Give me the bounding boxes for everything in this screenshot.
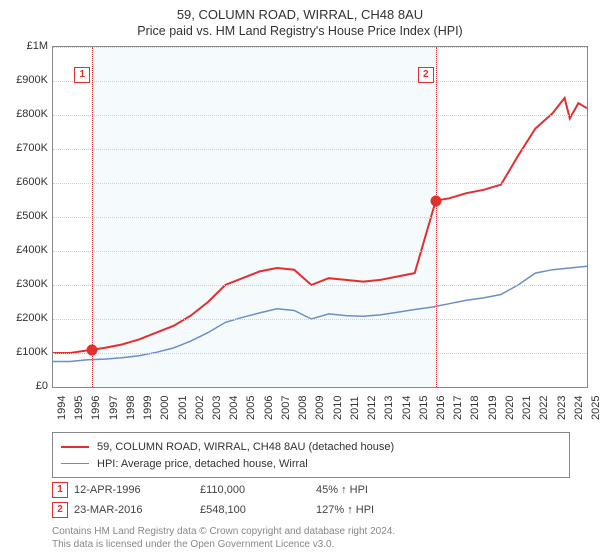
- event-badge: 1: [52, 482, 68, 498]
- x-axis-label: 2021: [521, 396, 533, 420]
- legend-swatch-property: [61, 446, 89, 448]
- x-axis-label: 2003: [211, 396, 223, 420]
- event-row: 1 12-APR-1996 £110,000 45% ↑ HPI: [52, 480, 552, 500]
- x-axis-label: 1998: [125, 396, 137, 420]
- grid-line: [53, 115, 587, 116]
- grid-line: [53, 319, 587, 320]
- event-delta: 45% ↑ HPI: [316, 484, 368, 496]
- x-axis-label: 2010: [332, 396, 344, 420]
- grid-line: [53, 251, 587, 252]
- attribution-line: Contains HM Land Registry data © Crown c…: [52, 526, 552, 539]
- x-axis-label: 2000: [159, 396, 171, 420]
- legend: 59, COLUMN ROAD, WIRRAL, CH48 8AU (detac…: [52, 432, 570, 478]
- grid-line: [53, 47, 587, 48]
- grid-line: [53, 183, 587, 184]
- event-price: £548,100: [200, 504, 310, 516]
- legend-item-hpi: HPI: Average price, detached house, Wirr…: [61, 455, 561, 472]
- event-price: £110,000: [200, 484, 310, 496]
- x-axis-label: 2018: [469, 396, 481, 420]
- event-date: 23-MAR-2016: [74, 504, 194, 516]
- attribution: Contains HM Land Registry data © Crown c…: [52, 526, 552, 551]
- grid-line: [53, 81, 587, 82]
- x-axis-label: 1995: [73, 396, 85, 420]
- sale-vline: [436, 47, 437, 387]
- y-axis-label: £100K: [8, 346, 48, 358]
- x-axis-label: 2006: [263, 396, 275, 420]
- x-axis-label: 2008: [297, 396, 309, 420]
- page-title: 59, COLUMN ROAD, WIRRAL, CH48 8AU: [0, 0, 600, 24]
- chart-container: 59, COLUMN ROAD, WIRRAL, CH48 8AU Price …: [0, 0, 600, 560]
- page-subtitle: Price paid vs. HM Land Registry's House …: [0, 24, 600, 38]
- x-axis-label: 2025: [590, 396, 600, 420]
- sale-callout: 1: [74, 67, 90, 83]
- x-axis-label: 2023: [556, 396, 568, 420]
- x-axis-label: 1997: [108, 396, 120, 420]
- grid-line: [53, 149, 587, 150]
- sale-vline: [92, 47, 93, 387]
- y-axis-label: £1M: [8, 40, 48, 52]
- x-axis-label: 2020: [504, 396, 516, 420]
- series-line-property: [53, 98, 587, 353]
- x-axis-label: 2024: [573, 396, 585, 420]
- grid-line: [53, 353, 587, 354]
- attribution-line: This data is licensed under the Open Gov…: [52, 539, 552, 552]
- grid-line: [53, 285, 587, 286]
- x-axis-label: 2004: [228, 396, 240, 420]
- x-axis-label: 2019: [487, 396, 499, 420]
- y-axis-label: £600K: [8, 176, 48, 188]
- x-axis-label: 2015: [418, 396, 430, 420]
- x-axis-label: 2013: [383, 396, 395, 420]
- grid-line: [53, 217, 587, 218]
- event-badge: 2: [52, 502, 68, 518]
- x-axis-label: 2005: [245, 396, 257, 420]
- legend-swatch-hpi: [61, 463, 89, 464]
- plot-area: 12: [52, 46, 588, 388]
- event-row: 2 23-MAR-2016 £548,100 127% ↑ HPI: [52, 500, 552, 520]
- x-axis-label: 1999: [142, 396, 154, 420]
- y-axis-label: £400K: [8, 244, 48, 256]
- x-axis-label: 2017: [452, 396, 464, 420]
- x-axis-label: 2016: [435, 396, 447, 420]
- event-delta: 127% ↑ HPI: [316, 504, 374, 516]
- legend-label-property: 59, COLUMN ROAD, WIRRAL, CH48 8AU (detac…: [97, 441, 394, 453]
- x-axis-label: 2011: [349, 396, 361, 420]
- x-axis-label: 2001: [177, 396, 189, 420]
- y-axis-label: £300K: [8, 278, 48, 290]
- y-axis-label: £900K: [8, 74, 48, 86]
- event-date: 12-APR-1996: [74, 484, 194, 496]
- x-axis-label: 2012: [366, 396, 378, 420]
- events-table: 1 12-APR-1996 £110,000 45% ↑ HPI 2 23-MA…: [52, 480, 552, 520]
- legend-label-hpi: HPI: Average price, detached house, Wirr…: [97, 458, 308, 470]
- y-axis-label: £200K: [8, 312, 48, 324]
- legend-item-property: 59, COLUMN ROAD, WIRRAL, CH48 8AU (detac…: [61, 438, 561, 455]
- y-axis-label: £500K: [8, 210, 48, 222]
- x-axis-label: 2002: [194, 396, 206, 420]
- sale-marker: [87, 344, 98, 355]
- y-axis-label: £0: [8, 380, 48, 392]
- y-axis-label: £800K: [8, 108, 48, 120]
- x-axis-label: 2022: [538, 396, 550, 420]
- sale-marker: [430, 195, 441, 206]
- x-axis-label: 1994: [56, 396, 68, 420]
- x-axis-label: 2014: [401, 396, 413, 420]
- chart-area: 12 £0£100K£200K£300K£400K£500K£600K£700K…: [8, 46, 592, 426]
- x-axis-label: 2009: [314, 396, 326, 420]
- x-axis-label: 2007: [280, 396, 292, 420]
- sale-callout: 2: [418, 67, 434, 83]
- y-axis-label: £700K: [8, 142, 48, 154]
- x-axis-label: 1996: [90, 396, 102, 420]
